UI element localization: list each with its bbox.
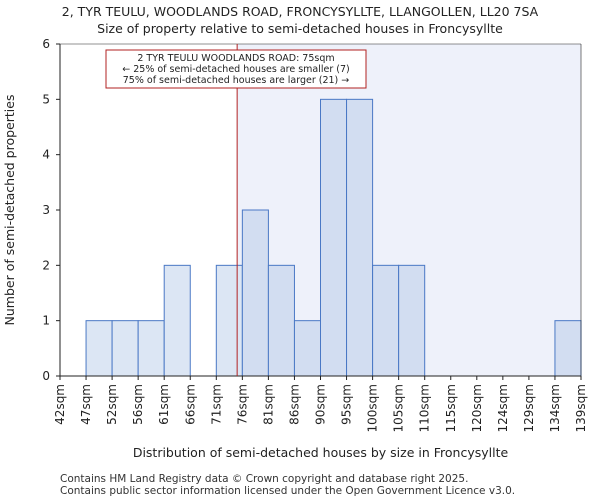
histogram-bar: [346, 98, 374, 377]
histogram-bar: [241, 209, 269, 377]
y-tick-label: 3: [42, 203, 50, 217]
histogram-bar: [111, 320, 139, 377]
y-tick-label: 2: [42, 258, 50, 272]
annotation-box: [105, 49, 367, 89]
x-tick-label: 76sqm: [235, 384, 249, 425]
x-tick-label: 47sqm: [79, 384, 93, 425]
histogram-bar: [163, 264, 191, 377]
x-tick-label: 66sqm: [183, 384, 197, 425]
annotation-line: 75% of semi-detached houses are larger (…: [123, 75, 350, 86]
histogram-bar: [320, 98, 348, 377]
x-tick-label: 134sqm: [548, 384, 562, 432]
x-axis-label: Distribution of semi-detached houses by …: [133, 445, 509, 460]
y-tick-label: 5: [42, 92, 50, 106]
histogram-bar: [137, 320, 165, 377]
y-tick-label: 0: [42, 369, 50, 383]
annotation-line: ← 25% of semi-detached houses are smalle…: [122, 64, 350, 75]
x-tick-label: 71sqm: [209, 384, 223, 425]
chart-title-address: 2, TYR TEULU, WOODLANDS ROAD, FRONCYSYLL…: [61, 4, 539, 19]
y-tick-label: 1: [42, 314, 50, 328]
x-tick-label: 42sqm: [53, 384, 67, 425]
histogram-bar: [398, 264, 426, 377]
histogram-bar: [85, 320, 113, 377]
y-tick-label: 6: [42, 37, 50, 51]
x-tick-label: 120sqm: [470, 384, 484, 432]
x-tick-label: 81sqm: [261, 384, 275, 425]
x-tick-label: 95sqm: [340, 384, 354, 425]
x-tick-label: 86sqm: [287, 384, 301, 425]
x-tick-label: 124sqm: [496, 384, 510, 432]
y-tick-label: 4: [42, 148, 50, 162]
x-tick-label: 129sqm: [522, 384, 536, 432]
annotation-line: 2 TYR TEULU WOODLANDS ROAD: 75sqm: [137, 53, 334, 64]
histogram-bar: [293, 320, 322, 377]
y-axis-label: Number of semi-detached properties: [2, 95, 17, 326]
footer-copyright: Contains HM Land Registry data © Crown c…: [60, 473, 469, 485]
x-tick-label: 115sqm: [444, 384, 458, 432]
histogram-bar: [554, 320, 582, 377]
histogram-bar: [267, 264, 295, 377]
x-tick-label: 90sqm: [314, 384, 328, 425]
x-tick-label: 110sqm: [418, 384, 432, 432]
x-tick-label: 52sqm: [105, 384, 119, 425]
chart-title: Size of property relative to semi-detach…: [97, 21, 503, 36]
x-tick-label: 100sqm: [366, 384, 380, 432]
histogram-chart: 0 1 2 3 4 5 6 42sqm 47sqm 52sqm 56sqm 61sqm 66sqm 71s…: [2, 37, 588, 460]
x-tick-label: 105sqm: [392, 384, 406, 432]
footer-licence: Contains public sector information licen…: [60, 485, 516, 497]
histogram-bar: [215, 264, 243, 377]
histogram-bar: [372, 264, 400, 377]
x-tick-label: 56sqm: [131, 384, 145, 425]
x-tick-label: 61sqm: [157, 384, 171, 425]
x-tick-label: 139sqm: [574, 384, 588, 432]
